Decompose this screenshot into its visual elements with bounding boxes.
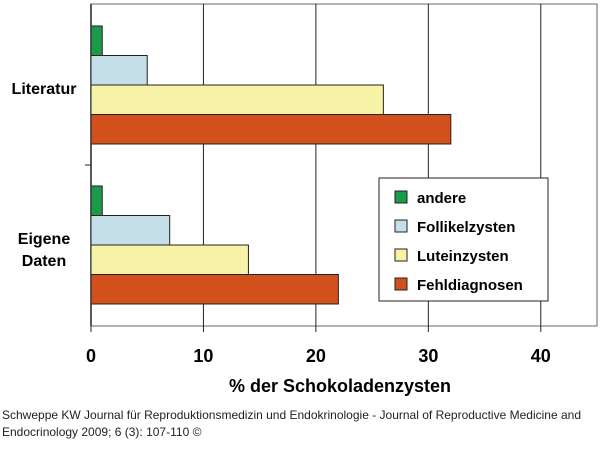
x-tick-label: 10: [193, 346, 213, 366]
source-caption: Schweppe KW Journal für Reproduktionsmed…: [2, 408, 581, 439]
x-tick-label: 30: [418, 346, 438, 366]
legend-swatch: [394, 190, 408, 204]
bar: [90, 25, 103, 56]
bar: [90, 185, 103, 216]
legend-label: andere: [417, 190, 466, 207]
bar: [90, 114, 452, 145]
x-tick-label: 20: [306, 346, 326, 366]
legend-swatch: [394, 277, 408, 291]
legend-swatch: [394, 219, 408, 233]
x-tick-label: 40: [531, 346, 551, 366]
bar: [90, 244, 249, 275]
legend-label: Luteinzysten: [417, 248, 509, 265]
bar-chart: 0 10 20 30 40 Literatur Eigene Daten % der Schok…: [12, 3, 598, 396]
legend-label: Follikelzysten: [417, 219, 515, 236]
bar: [90, 55, 148, 86]
legend-swatch: [394, 248, 408, 262]
category-label: Eigene: [18, 231, 71, 248]
x-tick-label: 0: [86, 346, 96, 366]
category-label: Daten: [22, 253, 66, 270]
category-label: Literatur: [12, 81, 77, 98]
x-axis-title: % der Schokoladenzysten: [229, 376, 451, 396]
bar: [90, 84, 384, 115]
bar: [90, 215, 171, 246]
bar: [90, 274, 339, 305]
legend-label: Fehldiagnosen: [417, 277, 523, 294]
